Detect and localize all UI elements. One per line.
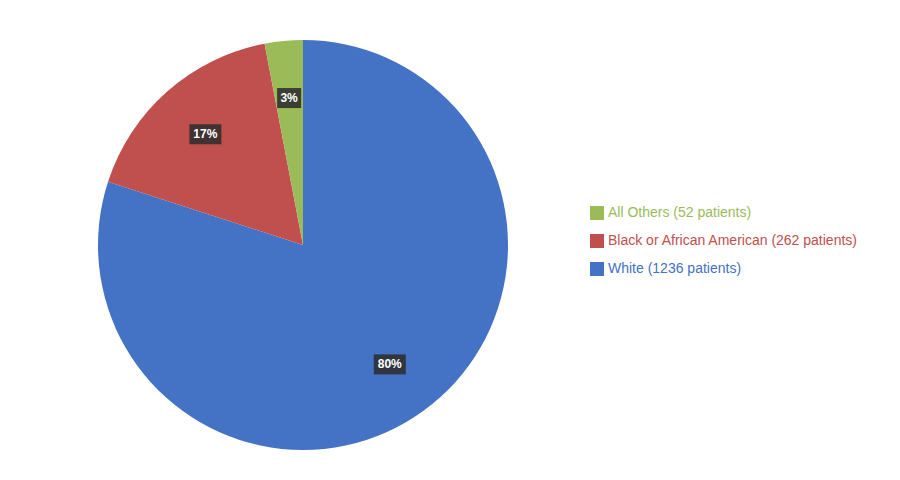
html-text:White (1236 patients): White (1236 patients) — [608, 260, 742, 276]
svg-text:80%: 80% — [378, 357, 402, 371]
html-text:Black or African American (262: Black or African American (262 patients) — [608, 232, 857, 248]
svg-text:3%: 3% — [280, 91, 298, 105]
svg-text:17%: 17% — [193, 127, 217, 141]
html-text:All Others (52 patients): All Others (52 patients) — [608, 204, 752, 220]
